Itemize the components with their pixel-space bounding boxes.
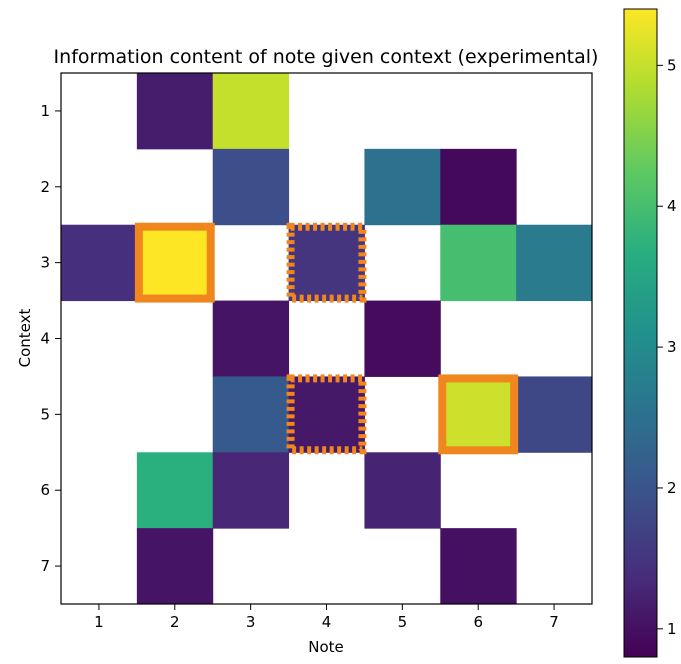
heatmap-cell — [61, 224, 138, 302]
x-axis-ticks: 1 2 3 4 5 6 7 — [94, 604, 559, 631]
heatmap-cell — [440, 376, 517, 453]
colorbar-tick-label: 1 — [667, 620, 677, 638]
y-tick-label: 7 — [40, 557, 50, 575]
colorbar — [623, 8, 658, 658]
x-tick-label: 5 — [398, 613, 408, 631]
heatmap-cell — [136, 528, 214, 605]
heatmap-cell — [440, 224, 517, 302]
y-axis-label: Context — [16, 309, 34, 368]
heatmap-cell — [364, 300, 441, 377]
x-tick-label: 2 — [170, 613, 180, 631]
y-axis-ticks: 1 2 3 4 5 6 7 — [40, 102, 61, 575]
heatmap-cell — [440, 148, 517, 226]
x-tick-label: 1 — [94, 613, 104, 631]
heatmap-cell — [288, 376, 365, 453]
heatmap-cell — [440, 528, 517, 605]
highlight-box-solid — [134, 222, 215, 303]
heatmap-cell — [212, 73, 290, 150]
colorbar-tick-label: 3 — [667, 338, 677, 356]
x-tick-label: 4 — [322, 613, 332, 631]
y-tick-label: 5 — [40, 405, 50, 423]
y-tick-label: 6 — [40, 481, 50, 499]
heatmap-cell — [364, 148, 441, 226]
x-tick-label: 7 — [549, 613, 559, 631]
heatmap-cell — [136, 73, 214, 150]
heatmap-cell — [136, 224, 214, 302]
heatmap-cell — [212, 148, 290, 226]
highlight-box-dotted — [286, 374, 367, 455]
y-tick-label: 4 — [40, 330, 50, 348]
heatmap-cell — [136, 452, 214, 529]
heatmap-cell — [212, 300, 290, 377]
highlight-box-dotted — [286, 222, 367, 303]
y-tick-label: 2 — [40, 178, 50, 196]
x-axis-label: Note — [308, 638, 344, 656]
heatmap-cells — [61, 73, 593, 605]
colorbar-tick-label: 2 — [667, 479, 677, 497]
heatmap-cell — [288, 224, 365, 302]
highlight-box-solid — [438, 374, 519, 455]
colorbar-ticks: 1 2 3 4 5 — [657, 56, 677, 638]
heatmap-cell — [212, 452, 290, 529]
heatmap-cell — [516, 224, 593, 302]
heatmap-cell — [212, 376, 290, 453]
highlight-boxes — [134, 222, 519, 455]
chart-title: Information content of note given contex… — [54, 46, 599, 68]
x-tick-label: 6 — [473, 613, 483, 631]
heatmap-cell — [364, 452, 441, 529]
y-tick-label: 3 — [40, 254, 50, 272]
colorbar-tick-label: 4 — [667, 197, 677, 215]
y-tick-label: 1 — [40, 102, 50, 120]
x-tick-label: 3 — [246, 613, 256, 631]
heatmap-cell — [516, 376, 593, 453]
colorbar-tick-label: 5 — [667, 56, 677, 74]
